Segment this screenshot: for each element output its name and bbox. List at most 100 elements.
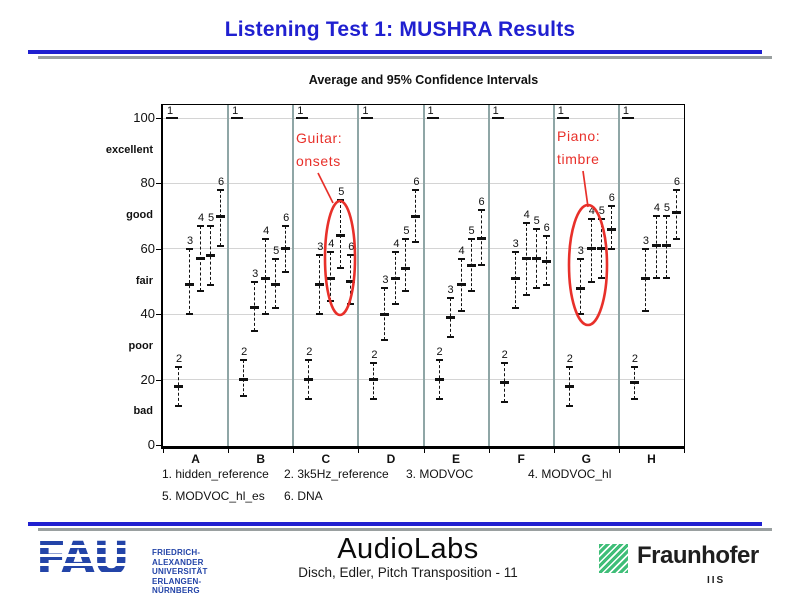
y-axis-tickmark-20: [156, 379, 161, 381]
errorbar-capbot-F-4: [522, 293, 530, 296]
ref-mark-F-1: [491, 117, 504, 119]
ref-mark-C-1: [296, 117, 309, 119]
errorbar-captop-B-6: [282, 224, 290, 227]
errorbar-capbot-E-4: [457, 309, 465, 312]
errorbar-mean-D-3: [380, 312, 390, 316]
errorbar-mean-E-6: [476, 237, 486, 241]
legend-item-2: 2. 3k5Hz_reference: [284, 467, 389, 481]
errorbar-capbot-B-5: [272, 306, 280, 309]
point-label-G-5: 5: [598, 205, 605, 218]
errorbar-captop-H-2: [630, 365, 638, 368]
ref-label-C-1: 1: [297, 105, 304, 117]
errorbar-mean-B-5: [271, 283, 281, 287]
point-label-G-6: 6: [608, 192, 615, 205]
x-axis-tickmark: [228, 448, 230, 453]
errorbar-captop-B-5: [272, 257, 280, 260]
x-axis-tickmark: [293, 448, 295, 453]
errorbar-mean-G-3: [575, 286, 585, 290]
errorbar-capbot-B-4: [262, 313, 270, 316]
errorbar-captop-E-3: [446, 296, 454, 299]
point-label-C-5: 5: [338, 185, 345, 198]
errorbar-line-A-6: [220, 189, 221, 246]
point-label-C-2: 2: [306, 345, 313, 358]
errorbar-line-F-3: [514, 252, 516, 308]
x-axis-tickmark: [618, 448, 620, 453]
point-label-A-6: 6: [217, 175, 225, 188]
errorbar-line-G-6: [610, 206, 612, 249]
point-label-E-4: 4: [458, 244, 465, 257]
y-axis-tickmark-0: [156, 445, 161, 446]
errorbar-capbot-H-6: [672, 237, 680, 240]
errorbar-capbot-E-2: [435, 398, 443, 401]
errorbar-mean-F-4: [521, 257, 531, 261]
errorbar-capbot-C-2: [305, 398, 313, 401]
panel-divider: [227, 105, 230, 446]
errorbar-mean-H-3: [640, 276, 650, 280]
panel-divider: [357, 105, 360, 446]
errorbar-capbot-C-3: [316, 313, 324, 316]
panel-divider: [292, 105, 295, 446]
errorbar-capbot-C-4: [327, 300, 335, 303]
errorbar-captop-G-5: [597, 218, 605, 221]
errorbar-captop-C-6: [347, 254, 355, 257]
point-label-G-2: 2: [566, 352, 573, 365]
errorbar-captop-B-3: [251, 280, 259, 283]
point-label-D-5: 5: [403, 224, 410, 237]
errorbar-capbot-G-2: [565, 404, 573, 407]
point-label-D-2: 2: [371, 349, 378, 362]
x-axis-tickmark: [488, 448, 490, 453]
errorbar-captop-C-5: [337, 198, 345, 201]
errorbar-captop-D-4: [392, 251, 400, 254]
errorbar-capbot-D-6: [412, 241, 420, 244]
errorbar-mean-C-2: [304, 378, 314, 382]
errorbar-captop-E-6: [477, 208, 485, 211]
fau-line-3: ERLANGEN-NÜRNBERG: [152, 576, 202, 596]
errorbar-captop-F-4: [522, 221, 530, 224]
errorbar-capbot-E-5: [467, 290, 475, 293]
audiolabs-title: AudioLabs: [337, 533, 479, 565]
errorbar-mean-H-2: [629, 381, 639, 385]
point-label-F-4: 4: [523, 208, 530, 221]
ref-label-G-1: 1: [557, 105, 564, 117]
errorbar-captop-C-4: [327, 251, 335, 254]
errorbar-capbot-D-5: [402, 290, 410, 293]
errorbar-mean-A-5: [206, 253, 215, 257]
point-label-G-3: 3: [577, 244, 584, 257]
errorbar-mean-A-6: [216, 214, 225, 218]
ref-label-A-1: 1: [167, 105, 174, 117]
errorbar-mean-C-3: [315, 283, 325, 287]
errorbar-line-B-4: [265, 238, 267, 315]
x-axis-label-A: A: [191, 452, 200, 466]
errorbar-mean-F-2: [499, 381, 509, 385]
y-axis-tickmark-40: [156, 314, 161, 316]
x-axis-tickmark: [684, 448, 685, 453]
errorbar-captop-A-2: [175, 365, 182, 368]
point-label-A-3: 3: [186, 234, 194, 247]
errorbar-captop-E-5: [467, 237, 475, 240]
point-label-B-3: 3: [252, 267, 259, 280]
errorbar-captop-H-5: [662, 215, 670, 218]
point-label-C-6: 6: [348, 241, 355, 254]
errorbar-captop-C-3: [316, 254, 324, 257]
legend-item-4: 4. MODVOC_hl: [528, 467, 612, 481]
errorbar-line-B-5: [275, 258, 277, 308]
errorbar-mean-G-5: [596, 247, 606, 251]
y-axis-tickmark-60: [156, 248, 161, 250]
errorbar-line-A-3: [189, 248, 190, 315]
panel-divider: [422, 105, 425, 446]
x-axis-label-G: G: [581, 452, 591, 466]
errorbar-captop-D-6: [412, 188, 420, 191]
fraunhofer-logo-icon: [599, 544, 628, 573]
errorbar-mean-E-3: [445, 315, 455, 319]
annotation-text-G: Piano: timbre: [557, 125, 600, 171]
errorbar-mean-F-6: [541, 260, 551, 264]
ref-mark-D-1: [361, 117, 374, 119]
errorbar-mean-D-2: [369, 378, 379, 382]
errorbar-capbot-D-4: [392, 303, 400, 306]
errorbar-captop-C-2: [305, 358, 313, 361]
ref-label-B-1: 1: [232, 105, 239, 117]
errorbar-mean-F-5: [531, 257, 541, 261]
ref-mark-A-1: [166, 117, 178, 119]
y-axis-label-60: 60: [140, 240, 155, 256]
errorbar-capbot-F-2: [500, 401, 508, 404]
